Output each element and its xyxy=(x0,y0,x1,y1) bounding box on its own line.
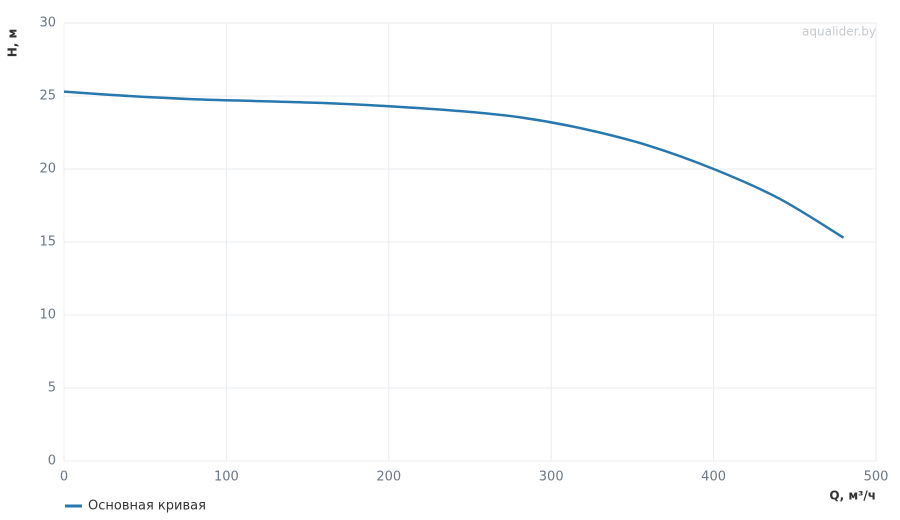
x-tick-label: 0 xyxy=(60,470,68,485)
y-tick-label: 10 xyxy=(39,308,56,323)
watermark: aqualider.by xyxy=(802,25,876,39)
x-tick-label: 400 xyxy=(701,470,726,485)
y-tick-label: 25 xyxy=(39,89,56,104)
x-tick-label: 500 xyxy=(864,470,889,485)
y-tick-label: 15 xyxy=(39,235,56,250)
data-line xyxy=(63,90,845,239)
x-tick-label: 300 xyxy=(539,470,564,485)
y-tick-label: 30 xyxy=(39,16,56,31)
legend-label: Основная кривая xyxy=(88,499,206,514)
y-tick-label: 20 xyxy=(39,162,56,177)
y-tick-label: 5 xyxy=(48,381,56,396)
y-axis-title: H, м xyxy=(6,29,20,58)
x-tick-label: 100 xyxy=(214,470,239,485)
x-axis-title: Q, м³/ч xyxy=(829,489,876,503)
y-tick-label: 0 xyxy=(48,454,56,469)
x-tick-label: 200 xyxy=(376,470,401,485)
